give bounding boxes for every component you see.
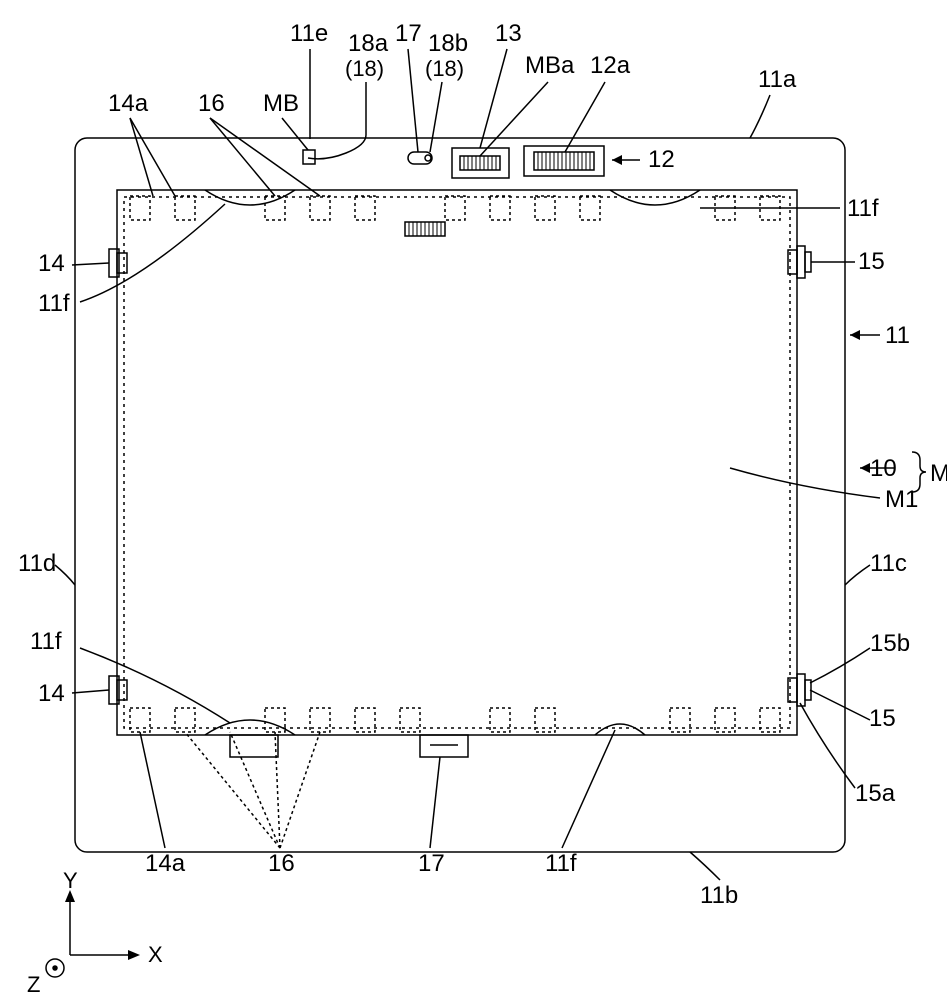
label-14-bot: 14 [38,680,65,708]
label-16-top: 16 [198,90,225,118]
label-11f-tr: 11f [847,195,879,223]
label-18b: 18b [428,30,468,58]
tab-14-top [109,249,127,277]
label-13: 13 [495,20,522,48]
label-12: 12 [648,146,675,174]
label-11f-bl: 11f [30,628,62,656]
diagram-canvas: 11e 18a (18) 17 18b (18) 13 MBa 12a 11a … [0,0,947,1000]
label-10: 10 [870,455,897,483]
axis-y: Y [63,868,78,894]
foot-left [230,735,278,757]
label-16-bot: 16 [268,850,295,878]
axis-x: X [148,942,163,968]
axis-z: Z [27,972,40,998]
cap-17-top [408,152,432,164]
label-11f-tl: 11f [38,290,70,318]
label-12a: 12a [590,52,630,80]
label-MA: MA [930,460,947,488]
label-11b: 11b [700,882,738,910]
inner-area-dashed [124,197,790,728]
tab-14-bot [109,676,127,704]
label-17-top: 17 [395,20,422,48]
label-14a-top: 14a [108,90,148,118]
notch-11f-br [595,724,645,735]
box-12 [524,146,604,176]
label-MB: MB [263,90,299,118]
label-11e: 11e [290,20,328,48]
label-15b: 15b [870,630,910,658]
label-11c: 11c [870,550,907,578]
label-11f-bot: 11f [545,850,577,878]
label-M1: M1 [885,486,918,514]
label-15-top: 15 [858,248,885,276]
label-11a: 11a [758,66,796,94]
diagram-svg [0,0,947,1000]
foot-mid [420,735,468,757]
tab-15-bot [788,674,811,706]
label-17-bot: 17 [418,850,445,878]
label-14a-bot: 14a [145,850,185,878]
label-18a: 18a [348,30,388,58]
label-18b-sub: (18) [425,56,464,82]
notch-11f-tr [610,190,700,205]
label-15-bot: 15 [869,705,896,733]
label-14-top: 14 [38,250,65,278]
outer-body [75,138,845,852]
label-MBa: MBa [525,52,574,80]
inner-area [117,190,797,735]
label-11d: 11d [18,550,56,578]
axes [46,890,140,977]
label-15a: 15a [855,780,895,808]
tab-15-top [788,246,811,278]
label-11: 11 [885,322,910,350]
mb-box [303,150,315,164]
label-18a-sub: (18) [345,56,384,82]
